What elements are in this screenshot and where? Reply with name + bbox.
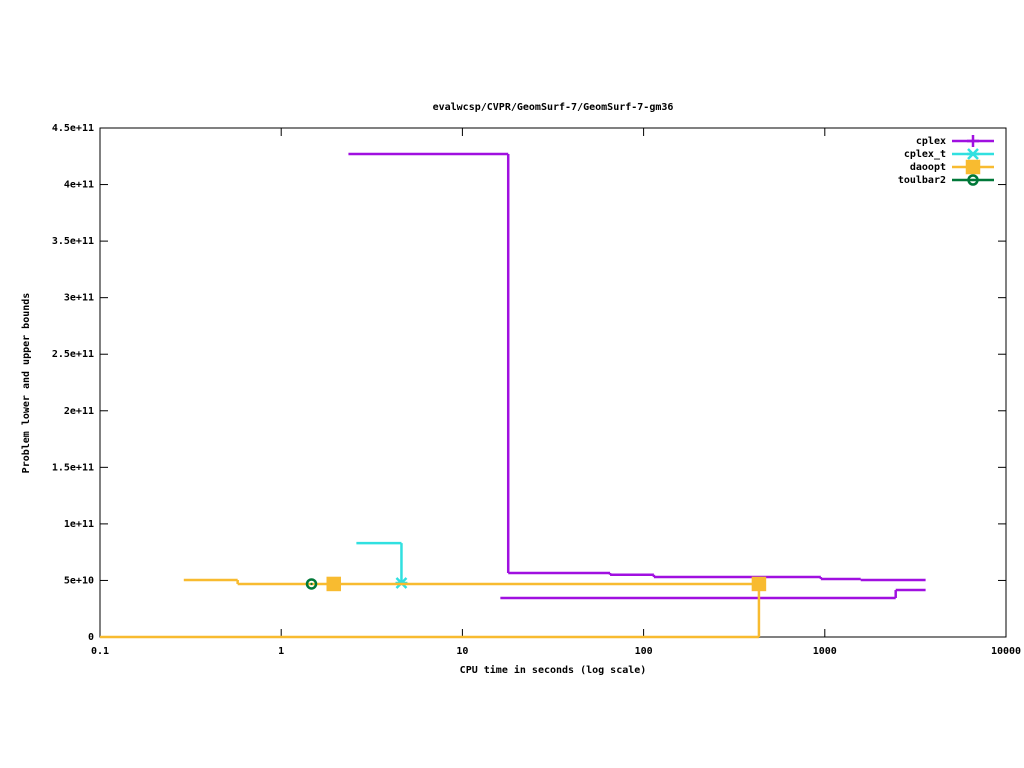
marker — [305, 578, 318, 590]
plot-border — [99, 127, 1007, 638]
marker-dot — [971, 178, 975, 182]
y-tick-label: 1.5e+11 — [52, 462, 94, 473]
marker — [967, 174, 979, 186]
marker — [326, 576, 342, 592]
y-axis-label: Problem lower and upper bounds — [21, 293, 32, 474]
x-tick-label: 10 — [456, 646, 468, 657]
y-tick-label: 3e+11 — [64, 293, 94, 304]
marker — [967, 148, 979, 160]
y-tick-label: 4.5e+11 — [52, 123, 94, 134]
y-tick-label: 2.5e+11 — [52, 349, 94, 360]
legend-label: cplex_t — [904, 149, 946, 160]
y-tick-label: 2e+11 — [64, 406, 94, 417]
x-tick-label: 1000 — [813, 646, 837, 657]
chart-title: evalwcsp/CVPR/GeomSurf-7/GeomSurf-7-gm36 — [433, 102, 674, 113]
y-tick-label: 0 — [88, 632, 94, 643]
y-tick-label: 5e+10 — [64, 575, 94, 586]
legend-label: daoopt — [910, 162, 946, 173]
x-tick-label: 10000 — [991, 646, 1021, 657]
y-tick-label: 3.5e+11 — [52, 236, 94, 247]
x-axis-label: CPU time in seconds (log scale) — [460, 664, 647, 676]
x-tick-label: 0.1 — [91, 646, 109, 657]
legend-label: toulbar2 — [898, 175, 946, 186]
x-tick-label: 1 — [278, 646, 284, 657]
y-tick-label: 1e+11 — [64, 519, 94, 530]
y-tick-label: 4e+11 — [64, 180, 94, 191]
x-tick-label: 100 — [635, 646, 653, 657]
marker-dot — [310, 582, 313, 586]
marker — [965, 159, 981, 175]
legend-label: cplex — [916, 136, 946, 147]
marker — [751, 576, 767, 592]
marker — [967, 135, 979, 147]
